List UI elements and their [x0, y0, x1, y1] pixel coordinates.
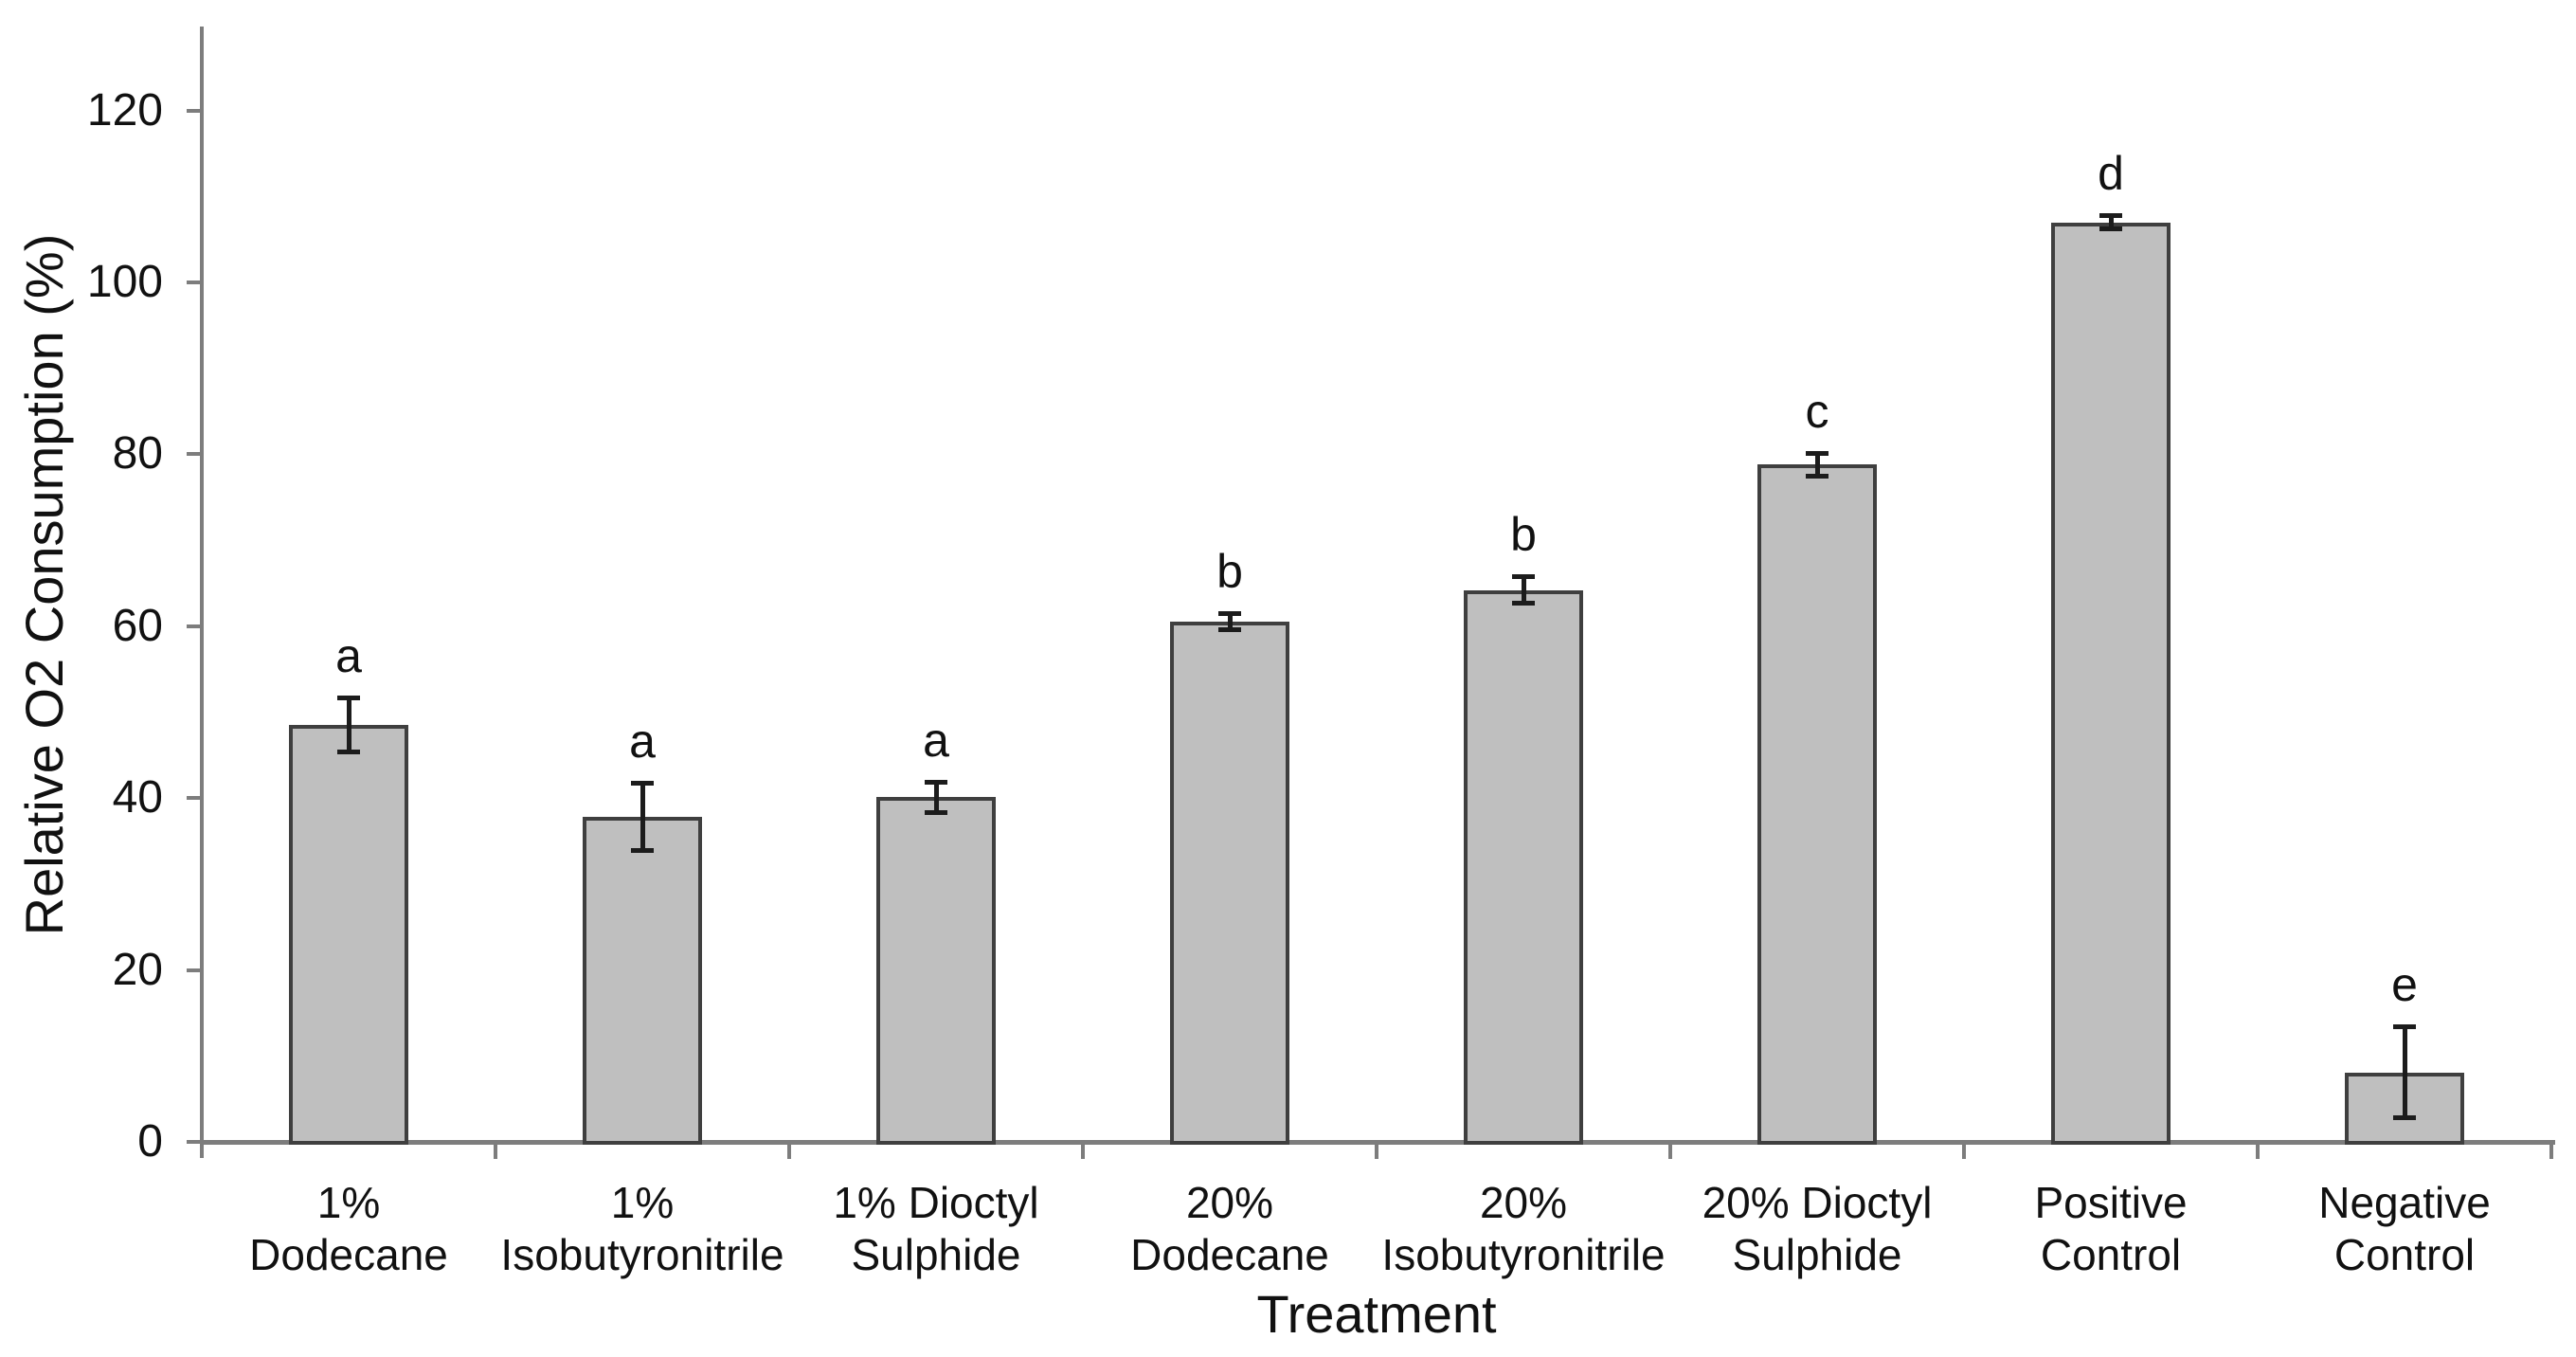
y-tick-label: 100 [86, 257, 163, 307]
error-bar-line [1228, 613, 1233, 631]
y-tick-mark [187, 624, 202, 628]
error-bar-cap-top [1806, 450, 1828, 456]
x-category-label-line: Control [2040, 1230, 2182, 1279]
error-bar-line [1815, 452, 1820, 477]
y-tick-mark [187, 796, 202, 801]
error-bar-cap-top [631, 780, 654, 786]
error-bar-line [2403, 1026, 2407, 1118]
x-category-label-line: Dodecane [249, 1230, 448, 1279]
significance-letter: b [1510, 508, 1537, 562]
error-bar-cap-bottom [925, 809, 947, 815]
x-tick-mark [494, 1140, 497, 1159]
x-category-label: 20% Dodecane [1073, 1177, 1386, 1281]
x-category-label: 20% Dioctyl Sulphide [1661, 1177, 1973, 1281]
error-bar-cap-bottom [337, 750, 360, 755]
y-tick-label: 0 [137, 1116, 163, 1167]
error-bar-cap-top [925, 779, 947, 785]
y-tick-label: 120 [86, 84, 163, 136]
error-bar-cap-bottom [1806, 473, 1828, 479]
error-bar-cap-bottom [631, 848, 654, 854]
error-bar-cap-top [1512, 574, 1535, 580]
y-tick-mark [187, 452, 202, 457]
y-tick-mark [187, 968, 202, 972]
error-bar-line [640, 782, 645, 852]
x-category-label: 1% Isobutyronitrile [486, 1177, 799, 1281]
x-category-label-line: Isobutyronitrile [1381, 1230, 1666, 1279]
bar-5 [1464, 589, 1583, 1145]
error-bar-cap-top [337, 696, 360, 701]
bar-3 [876, 797, 996, 1145]
significance-letter: c [1805, 384, 1829, 438]
x-category-label-line: Positive [2034, 1178, 2188, 1227]
x-category-label-line: Negative [2318, 1178, 2491, 1227]
x-category-label-line: Sulphide [851, 1230, 1021, 1279]
error-bar-cap-bottom [1218, 627, 1241, 633]
y-tick-label: 40 [112, 772, 163, 823]
x-category-label: 20% Isobutyronitrile [1367, 1177, 1680, 1281]
y-tick-label: 60 [112, 600, 163, 651]
significance-letter: e [2391, 958, 2418, 1012]
y-tick-mark [187, 108, 202, 113]
y-tick-label: 20 [112, 944, 163, 995]
error-bar-cap-bottom [2393, 1114, 2416, 1120]
x-axis-title: Treatment [1256, 1284, 1497, 1344]
y-tick-label: 80 [112, 428, 163, 479]
y-axis-title: Relative O2 Consumption (%) [14, 233, 74, 936]
error-bar-cap-bottom [1512, 601, 1535, 606]
y-axis-line [200, 27, 204, 1158]
bar-2 [583, 817, 702, 1145]
x-category-label-line: 1% [610, 1178, 675, 1227]
error-bar-line [1522, 576, 1526, 605]
x-category-label: 1% Dioctyl Sulphide [780, 1177, 1092, 1281]
x-category-label: Positive Control [1955, 1177, 2267, 1281]
error-bar-cap-top [2099, 213, 2122, 219]
x-tick-mark [787, 1140, 791, 1159]
x-tick-mark [1081, 1140, 1085, 1159]
x-category-label: Negative Control [2248, 1177, 2561, 1281]
x-tick-mark [1668, 1140, 1672, 1159]
x-tick-mark [1375, 1140, 1378, 1159]
error-bar-line [2109, 215, 2114, 229]
error-bar-cap-top [2393, 1024, 2416, 1030]
error-bar-line [347, 697, 351, 753]
x-category-label-line: 20% Dioctyl [1702, 1178, 1933, 1227]
bar-6 [1757, 464, 1877, 1145]
x-category-label-line: 20% [1479, 1178, 1568, 1227]
x-category-label-line: Sulphide [1732, 1230, 1902, 1279]
error-bar-cap-bottom [2099, 226, 2122, 231]
x-category-label-line: 20% [1185, 1178, 1274, 1227]
x-tick-mark [2256, 1140, 2260, 1159]
x-category-label-line: Control [2333, 1230, 2476, 1279]
bar-1 [289, 725, 408, 1145]
x-category-label: 1% Dodecane [192, 1177, 505, 1281]
x-category-label-line: 1% Dioctyl [833, 1178, 1039, 1227]
y-tick-mark [187, 280, 202, 284]
significance-letter: d [2098, 147, 2124, 201]
bar-7 [2051, 222, 2171, 1145]
error-bar-line [934, 781, 939, 813]
significance-letter: a [335, 629, 362, 683]
x-category-label-line: Dodecane [1130, 1230, 1329, 1279]
y-tick-mark [187, 1140, 202, 1144]
bar-4 [1170, 622, 1289, 1145]
x-category-label-line: 1% [316, 1178, 381, 1227]
significance-letter: a [923, 713, 949, 767]
significance-letter: b [1216, 545, 1243, 599]
x-tick-mark [1962, 1140, 1966, 1159]
x-tick-mark [2549, 1140, 2553, 1159]
error-bar-cap-top [1218, 611, 1241, 617]
significance-letter: a [629, 714, 656, 768]
x-category-label-line: Isobutyronitrile [500, 1230, 784, 1279]
